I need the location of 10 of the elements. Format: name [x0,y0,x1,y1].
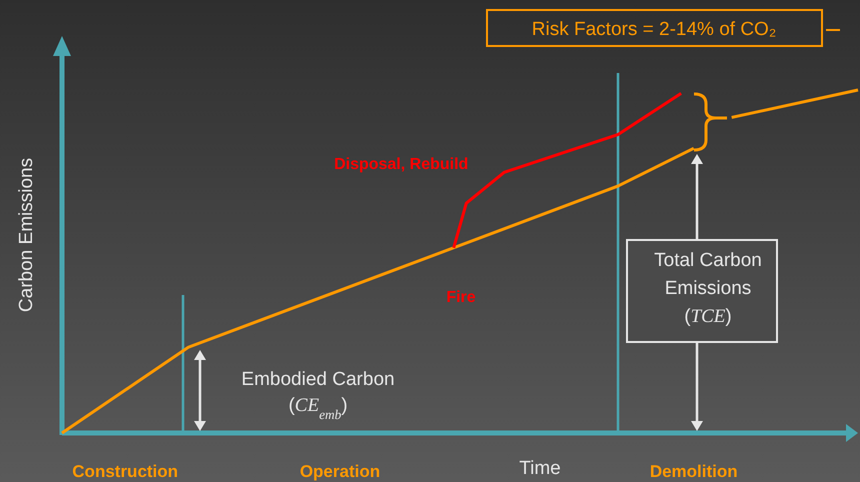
series-label: Disposal, Rebuild [334,156,468,174]
x-axis-title: Time [519,458,561,479]
x-tick-label: Construction [72,462,178,481]
annotation: Total Carbon Emissions (TCE) [654,250,762,327]
x-tick-label: Operation [300,462,380,481]
x-tick-label: Demolition [650,462,738,481]
y-axis-title: Carbon Emissions [16,158,37,312]
annotation: Embodied Carbon (CE$_{emb}$) [241,369,395,422]
annotation: Fire [446,289,476,306]
text: Risk Factors = 2-14% of CO₂ [532,19,776,40]
